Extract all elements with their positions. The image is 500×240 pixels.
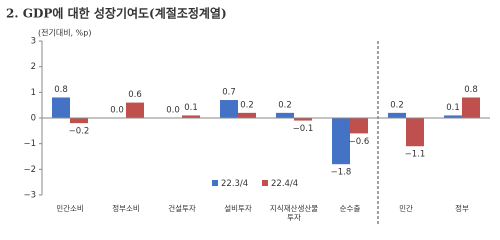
x-tick-label: 정부 xyxy=(455,204,469,213)
value-label: 0.0 xyxy=(110,106,124,116)
bar xyxy=(220,100,238,118)
value-label: −0.1 xyxy=(293,124,314,134)
bar xyxy=(332,118,350,165)
bar xyxy=(126,102,144,118)
chart-title: 2. GDP에 대한 성장기여도(계절조정계열) xyxy=(6,6,227,21)
x-tick-label: 순수출 xyxy=(339,204,361,213)
bar xyxy=(238,112,256,118)
y-axis-label: (전기대비, %p) xyxy=(38,28,91,38)
value-label: 0.0 xyxy=(166,106,180,116)
chart: 2. GDP에 대한 성장기여도(계절조정계열) (전기대비, %p) −3 −2… xyxy=(6,6,490,225)
value-label: 0.2 xyxy=(390,100,404,110)
value-label: 0.8 xyxy=(464,85,478,95)
bar xyxy=(388,112,406,118)
x-tick-label: 민간소비 xyxy=(56,204,84,213)
bar xyxy=(350,118,368,134)
y-tick-label: −3 xyxy=(23,191,36,201)
y-tick-label: 2 xyxy=(31,62,36,72)
bar xyxy=(52,97,70,118)
y-tick-label: 3 xyxy=(31,37,36,47)
y-tick-label: 0 xyxy=(31,114,36,124)
page: 2. GDP에 대한 성장기여도(계절조정계열) (전기대비, %p) −3 −2… xyxy=(6,6,490,225)
y-tick-label: −2 xyxy=(23,165,36,175)
x-tick-label: 정부소비 xyxy=(112,204,140,213)
legend-label: 22.4/4 xyxy=(271,179,298,189)
value-label: −1.8 xyxy=(331,168,352,178)
value-label: 0.6 xyxy=(128,90,142,100)
value-label: 0.7 xyxy=(222,88,236,98)
value-label: 0.1 xyxy=(184,103,198,113)
legend-swatch xyxy=(212,180,218,186)
bar xyxy=(182,115,200,118)
value-label: −1.1 xyxy=(405,150,426,160)
y-tick-label: 1 xyxy=(31,88,36,98)
bar xyxy=(294,118,312,121)
value-label: 0.2 xyxy=(240,100,254,110)
x-tick-label: 건설투자 xyxy=(168,204,196,213)
value-label: 0.1 xyxy=(446,103,460,113)
legend-label: 22.3/4 xyxy=(221,179,248,189)
x-tick-label: 민간 xyxy=(399,204,413,213)
value-label: 0.2 xyxy=(278,100,292,110)
legend-swatch xyxy=(262,180,268,186)
x-tick-label: 설비투자 xyxy=(224,204,252,213)
x-tick-label: 지식재산생산물투자 xyxy=(269,204,319,222)
value-label: 0.8 xyxy=(54,85,68,95)
bar xyxy=(276,112,294,118)
bar xyxy=(462,97,480,118)
y-tick-label: −1 xyxy=(23,139,36,149)
bar xyxy=(70,118,88,124)
bar xyxy=(444,115,462,118)
value-label: −0.6 xyxy=(349,137,370,147)
bar xyxy=(406,118,424,147)
value-label: −0.2 xyxy=(69,127,90,137)
